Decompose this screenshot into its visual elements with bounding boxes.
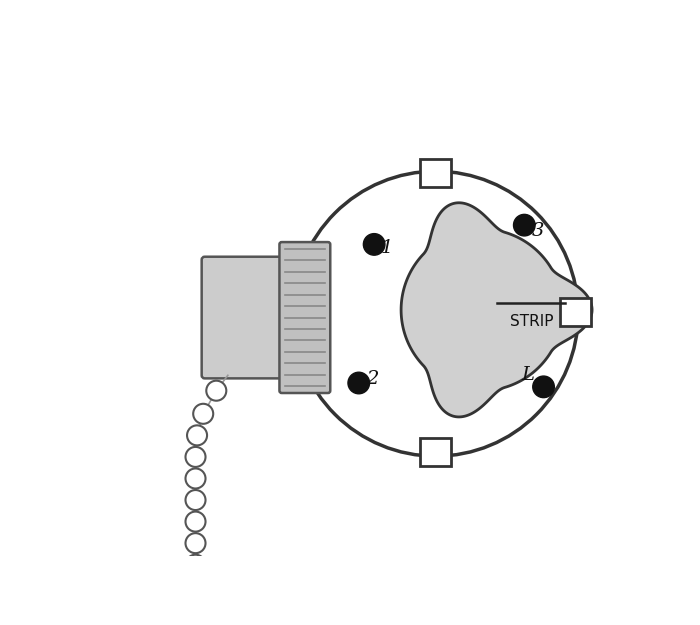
Text: L: L <box>522 366 535 384</box>
Bar <box>561 298 592 326</box>
Circle shape <box>293 171 578 456</box>
Bar <box>421 439 452 466</box>
Circle shape <box>186 598 206 618</box>
Polygon shape <box>401 202 592 417</box>
Circle shape <box>186 447 206 467</box>
Circle shape <box>186 469 206 489</box>
Text: 2: 2 <box>365 370 378 388</box>
Circle shape <box>186 533 206 553</box>
Text: 1: 1 <box>381 239 393 258</box>
Circle shape <box>348 372 370 394</box>
FancyBboxPatch shape <box>279 242 330 393</box>
Circle shape <box>514 214 535 236</box>
FancyBboxPatch shape <box>202 257 288 378</box>
Circle shape <box>193 404 214 424</box>
Circle shape <box>187 426 207 446</box>
Circle shape <box>186 619 206 625</box>
Circle shape <box>186 555 206 575</box>
Circle shape <box>186 490 206 510</box>
Circle shape <box>533 376 554 398</box>
Bar <box>421 159 452 187</box>
Circle shape <box>186 576 206 596</box>
Circle shape <box>363 234 385 255</box>
Text: 3: 3 <box>532 222 545 240</box>
Circle shape <box>206 381 226 401</box>
Circle shape <box>186 512 206 532</box>
Text: STRIP: STRIP <box>510 314 554 329</box>
